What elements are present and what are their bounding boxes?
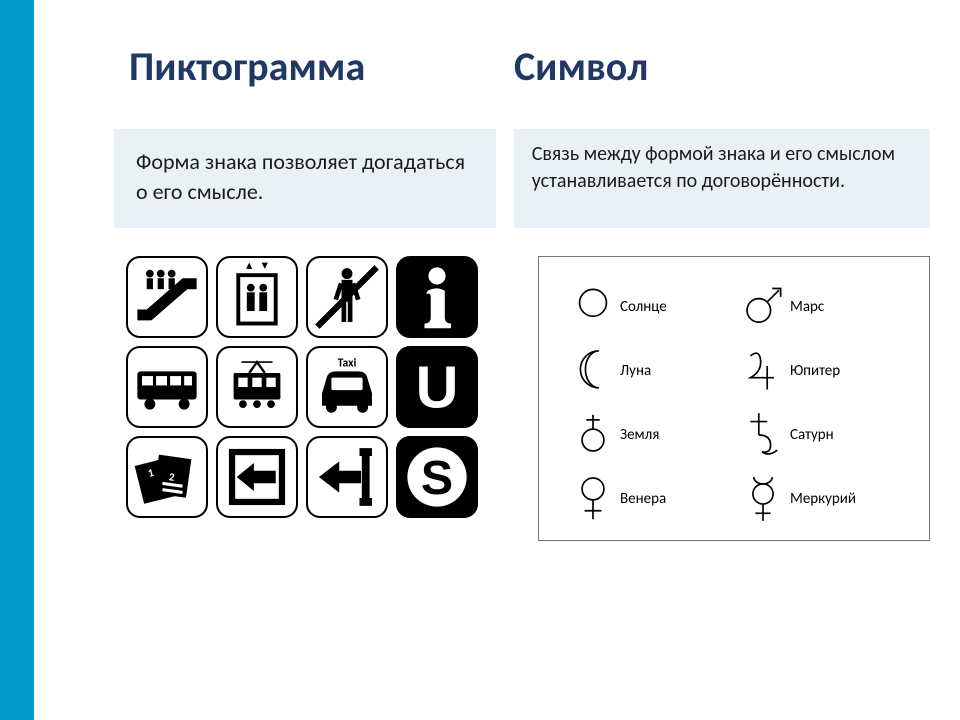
venus-label: Венера: [620, 490, 735, 508]
s-bahn-icon: S: [396, 436, 478, 518]
moon-icon: [565, 345, 620, 397]
arrow-left-icon: [306, 436, 388, 518]
saturn-label: Сатурн: [790, 426, 911, 444]
headings-row: Пиктограмма Символ: [34, 0, 960, 91]
description-pictogram: Форма знака позволяет догадаться о его с…: [114, 129, 496, 228]
jupiter-label: Юпитер: [790, 362, 911, 380]
heading-symbol: Символ: [514, 42, 648, 91]
elevator-icon: [216, 256, 298, 338]
pictogram-grid: Taxi U 1 2: [126, 256, 478, 518]
tickets-icon: 1 2: [126, 436, 208, 518]
sun-label: Солнце: [620, 298, 735, 316]
content-row: Taxi U 1 2: [34, 228, 960, 541]
descriptions-row: Форма знака позволяет догадаться о его с…: [34, 91, 960, 228]
information-icon: [396, 256, 478, 338]
earth-icon: [565, 409, 620, 461]
taxi-icon: Taxi: [306, 346, 388, 428]
venus-icon: [565, 473, 620, 525]
description-symbol: Связь между формой знака и его смыслом у…: [514, 129, 930, 228]
slide: Пиктограмма Символ Форма знака позволяет…: [0, 0, 960, 541]
svg-text:S: S: [421, 452, 453, 506]
svg-text:U: U: [416, 354, 459, 421]
moon-label: Луна: [620, 362, 735, 380]
mars-icon: [735, 281, 790, 333]
escalator-icon: [126, 256, 208, 338]
mercury-icon: [735, 473, 790, 525]
mars-label: Марс: [790, 298, 911, 316]
u-bahn-icon: U: [396, 346, 478, 428]
earth-label: Земля: [620, 426, 735, 444]
mercury-label: Меркурий: [790, 490, 911, 508]
symbol-table: Солнце Марс Луна Юпитер: [538, 256, 930, 541]
jupiter-icon: [735, 345, 790, 397]
no-pedestrian-icon: [306, 256, 388, 338]
arrow-box-left-icon: [216, 436, 298, 518]
sun-icon: [565, 281, 620, 333]
saturn-icon: [735, 409, 790, 461]
bus-icon: [126, 346, 208, 428]
tram-icon: [216, 346, 298, 428]
heading-pictogram: Пиктограмма: [129, 42, 514, 91]
taxi-label: Taxi: [338, 357, 357, 371]
